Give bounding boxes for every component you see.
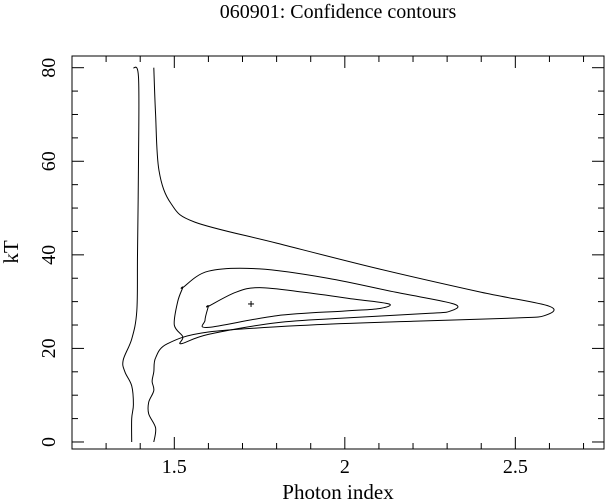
y-tick-label: 0 [38,437,60,447]
y-tick-label: 40 [38,245,60,265]
plot-frame [71,55,605,450]
y-tick-label: 60 [38,151,60,171]
chart-title: 060901: Confidence contours [220,1,457,23]
contour-line-4 [201,287,391,328]
contour-lines [122,66,555,443]
contour-line-1 [122,66,140,443]
y-axis-label: kT [0,240,23,264]
y-tick-label: 80 [38,58,60,78]
y-tick-label: 20 [38,338,60,358]
best-fit-marker [248,300,255,307]
x-tick-label: 2.5 [503,456,528,478]
contour-line-2 [147,67,555,443]
x-tick-label: 2 [340,456,350,478]
x-tick-label: 1.5 [162,456,187,478]
contour-line-3 [173,267,459,345]
x-axis-label: Photon index [282,480,394,502]
axis-ticks: 1.5 2 2.5 0 20 40 60 80 [38,56,604,478]
